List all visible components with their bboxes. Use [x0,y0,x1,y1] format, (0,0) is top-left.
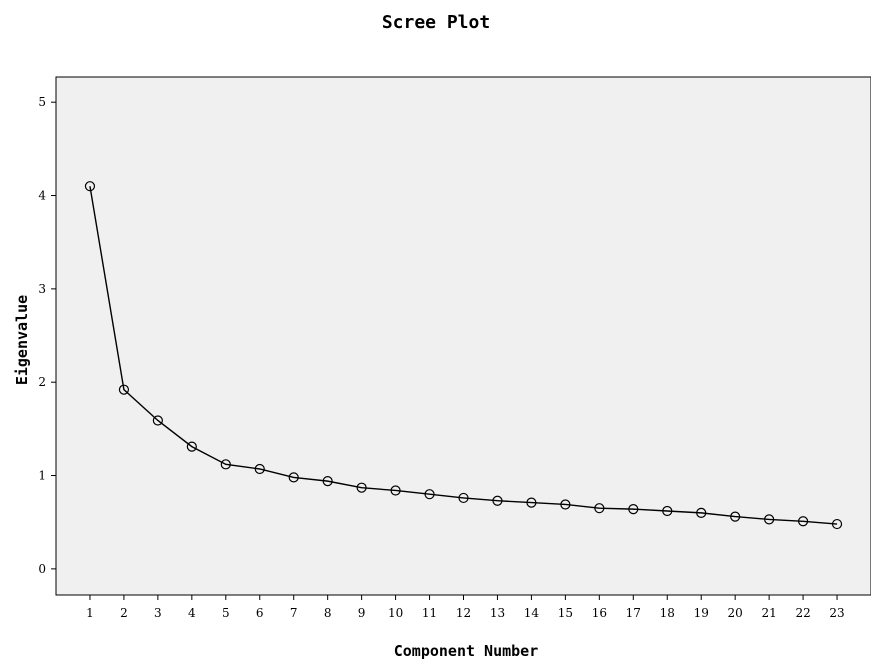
x-tick-label: 16 [592,606,607,620]
x-tick-label: 9 [358,606,366,620]
x-tick-label: 17 [626,606,641,620]
x-tick-label: 12 [456,606,471,620]
data-point [492,495,503,506]
data-point [356,482,367,493]
x-tick-label: 14 [524,606,540,620]
y-tick-label: 4 [38,189,46,203]
x-tick-label: 20 [728,606,743,620]
y-tick-label: 2 [38,375,46,389]
data-point [152,415,163,426]
x-tick-label: 6 [256,606,264,620]
y-axis-title: Eigenvalue [13,295,31,385]
x-tick-label: 15 [558,606,573,620]
data-point [458,492,469,504]
data-point [696,507,707,518]
data-point [186,441,197,452]
series-eigenvalue [84,181,843,530]
x-tick-label: 22 [795,606,810,620]
y-tick-label: 0 [38,562,46,576]
x-tick-label: 13 [490,606,505,620]
data-point [424,489,435,500]
x-tick-label: 5 [222,606,230,620]
series-line [89,186,838,525]
x-tick-label: 18 [660,606,675,620]
data-point [84,181,96,192]
data-point [118,384,130,395]
x-tick-label: 11 [422,606,437,620]
x-tick-label: 3 [154,606,162,620]
x-tick-label: 19 [694,606,709,620]
x-tick-label: 8 [324,606,332,620]
plot-area [55,76,871,596]
data-point [831,518,843,530]
data-point [526,497,537,508]
x-tick-label: 7 [290,606,298,620]
x-tick-label: 1 [86,606,94,620]
data-point [254,463,265,475]
data-point [730,511,741,522]
data-point [220,459,231,470]
data-point [594,503,605,514]
y-tick-label: 5 [38,95,46,109]
y-tick-label: 3 [38,282,46,296]
x-tick-label: 21 [761,606,776,620]
data-point [764,514,775,525]
chart-title: Scree Plot [382,12,490,33]
y-tick-label: 1 [38,469,46,483]
data-point [390,485,401,496]
x-axis: 1 2 3 4 5 6 7 8 9 10 11 12 13 14 15 16 17 18 19 20 21 22 23 [86,595,845,620]
x-tick-label: 4 [188,606,196,620]
x-tick-label: 10 [388,606,403,620]
x-axis-title: Component Number [394,642,539,660]
data-point [288,472,299,483]
x-tick-label: 2 [120,606,128,620]
data-point [628,504,639,515]
y-axis: 0 1 2 3 4 5 [38,95,56,576]
data-point [560,499,571,510]
data-point [797,516,809,527]
x-tick-label: 23 [829,606,844,620]
data-point [322,476,333,487]
data-point [662,505,673,517]
